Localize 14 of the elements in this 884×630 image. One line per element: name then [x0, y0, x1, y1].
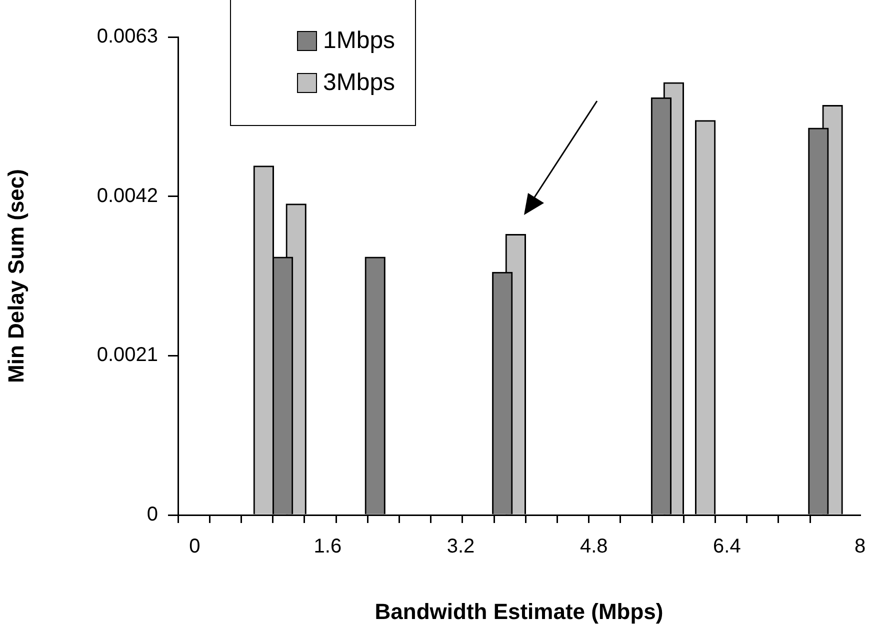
x-tick-label: 4.8 [580, 536, 608, 558]
y-tick-label: 0 [146, 504, 158, 526]
y-axis-title: Min Delay Sum (sec) [3, 169, 28, 383]
x-tick-label: 0 [189, 536, 200, 558]
x-tick-label: 1.6 [314, 536, 342, 558]
y-tick-label: 0.0042 [96, 184, 158, 207]
legend-label: 1Mbps [323, 27, 396, 55]
legend-label: 3Mbps [323, 69, 396, 97]
x-tick-label: 8 [854, 536, 866, 558]
y-tick-label: 0.0021 [96, 344, 158, 366]
x-tick-label: 6.4 [713, 536, 741, 558]
x-axis-title: Bandwidth Estimate (Mbps) [374, 598, 664, 624]
x-tick-label: 3.2 [446, 536, 475, 558]
y-tick-label: 0.0063 [96, 26, 158, 48]
